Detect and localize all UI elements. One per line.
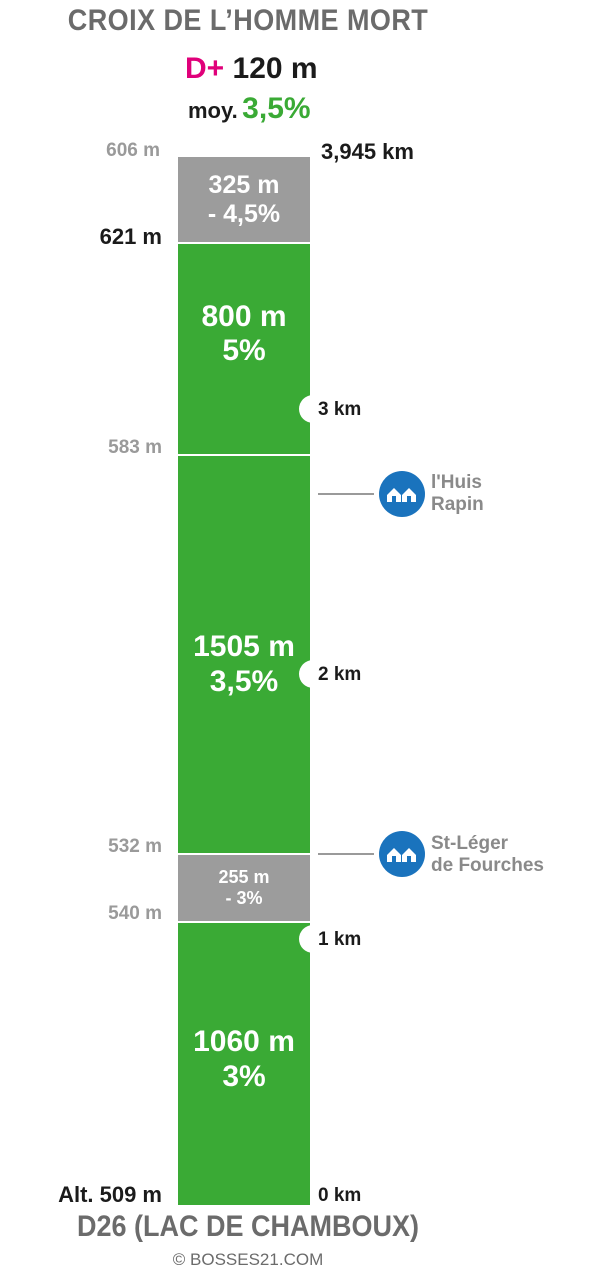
km-marker-notch [299, 925, 321, 953]
segment-length: 1505 m [193, 630, 295, 663]
village-label: l'Huis Rapin [431, 472, 484, 516]
distance-label: 2 km [318, 664, 362, 685]
average-grade-value: 3,5% [242, 92, 311, 125]
segment-grade: 3,5% [209, 664, 279, 698]
segment-divider [178, 242, 310, 244]
segment-divider [178, 921, 310, 923]
segment-grade: - 4,5% [207, 200, 281, 228]
credit: © BOSSES21.COM [172, 1250, 324, 1269]
climb-title: CROIX DE L’HOMME MORT [67, 4, 429, 37]
village-connector [318, 493, 374, 495]
average-grade-prefix: moy. [188, 98, 238, 123]
altitude-start-label: Alt. 509 m [58, 1182, 162, 1207]
segment-length: 1060 m [193, 1025, 295, 1058]
elevation-gain: D+ 120 m [185, 52, 318, 86]
distance-label: 3 km [318, 399, 362, 420]
altitude-label: 621 m [99, 224, 162, 249]
distance-label: 0 km [318, 1185, 362, 1206]
village-name-line: St-Léger [431, 833, 509, 854]
segment-length: 255 m [218, 867, 270, 888]
village-name-line: l'Huis [431, 472, 482, 493]
village-icon [379, 831, 425, 877]
start-location: D26 (LAC DE CHAMBOUX) [76, 1210, 420, 1243]
altitude-label: 540 m [108, 903, 162, 924]
distance-label: 1 km [318, 929, 362, 950]
segment-grade: 3% [222, 1059, 266, 1093]
altitude-label: 606 m [106, 140, 160, 161]
elevation-gain-value: 120 m [232, 52, 318, 85]
segment-descent-1: 325 m - 4,5% [178, 157, 310, 243]
distance-label-total: 3,945 km [321, 139, 414, 164]
average-grade: moy. 3,5% [188, 92, 311, 126]
village-connector [318, 853, 374, 855]
km-marker-notch [299, 660, 321, 688]
segment-grade: 5% [222, 334, 266, 367]
segment-length: 800 m [201, 299, 287, 333]
village-icon [379, 471, 425, 517]
segment-climb-1: 800 m 5% [178, 243, 310, 455]
village-name-line: de Fourches [431, 854, 544, 876]
segment-length: 325 m [208, 171, 280, 200]
segment-divider [178, 853, 310, 855]
segment-climb-2: 1505 m 3,5% [178, 455, 310, 854]
segment-descent-2: 255 m - 3% [178, 854, 310, 922]
segment-climb-3: 1060 m 3% [178, 922, 310, 1205]
altitude-label: 583 m [108, 437, 162, 458]
segment-divider [178, 454, 310, 456]
altitude-label: 532 m [108, 836, 162, 857]
elevation-gain-prefix: D+ [185, 52, 225, 85]
segment-grade: - 3% [225, 888, 263, 908]
village-label: St-Léger de Fourches [431, 833, 544, 877]
km-marker-notch [299, 395, 321, 423]
village-name-line: Rapin [431, 493, 484, 515]
